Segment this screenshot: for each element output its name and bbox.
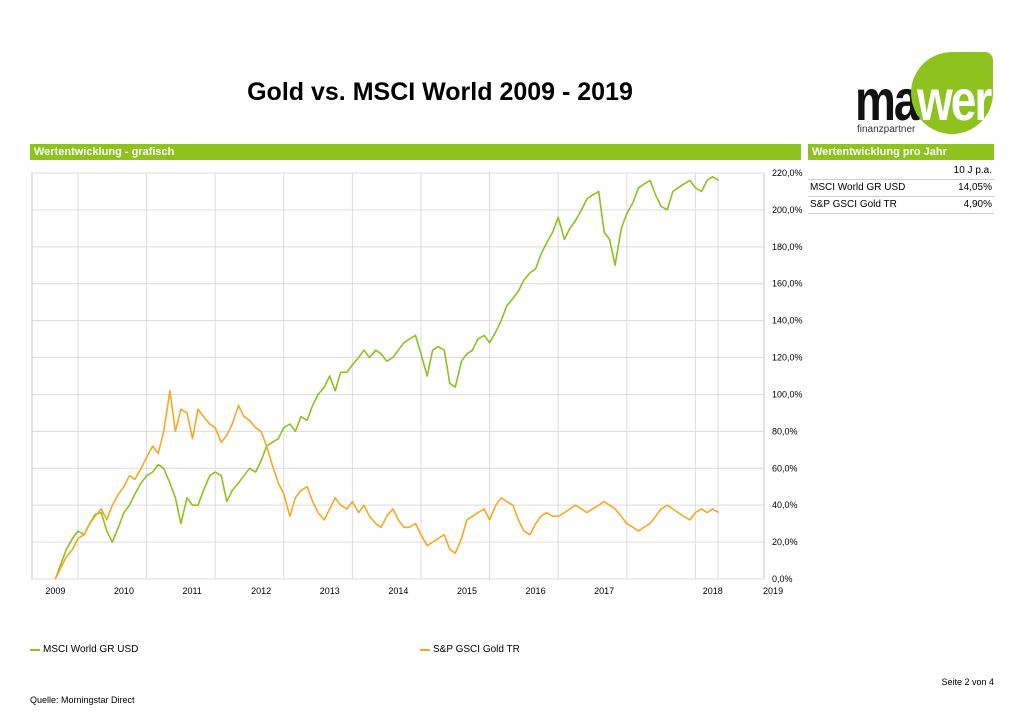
performance-row-name: S&P GSCI Gold TR	[810, 199, 897, 210]
legend-label: MSCI World GR USD	[43, 644, 139, 655]
page-title: Gold vs. MSCI World 2009 - 2019	[247, 78, 633, 106]
performance-row-name: MSCI World GR USD	[810, 182, 906, 193]
series-line-gold	[54, 389, 720, 580]
y-tick-label: 80,0%	[772, 426, 798, 436]
y-tick-label: 60,0%	[772, 463, 798, 473]
section-bar-performance: Wertentwicklung pro Jahr	[808, 144, 994, 160]
y-tick-label: 160,0%	[772, 279, 803, 289]
performance-row-value: 4,90%	[963, 199, 992, 210]
performance-row-value: 14,05%	[958, 182, 992, 193]
performance-header-label: 10 J p.a.	[953, 165, 992, 176]
x-tick-label: 2010	[114, 586, 134, 596]
legend-label: S&P GSCI Gold TR	[433, 644, 520, 655]
x-tick-label: 2018	[703, 586, 723, 596]
source-note: Quelle: Morningstar Direct	[30, 695, 135, 705]
logo-text-werk: werk	[917, 67, 1016, 133]
page-number: Seite 2 von 4	[941, 677, 994, 687]
x-tick-label: 2013	[320, 586, 340, 596]
performance-table-header: 10 J p.a.	[808, 163, 994, 180]
y-tick-label: 180,0%	[772, 242, 803, 252]
x-tick-label: 2015	[457, 586, 477, 596]
y-tick-label: 20,0%	[772, 537, 798, 547]
legend-item-gold: S&P GSCI Gold TR	[420, 644, 520, 655]
x-tick-label: 2011	[183, 586, 202, 596]
performance-row: MSCI World GR USD 14,05%	[808, 180, 994, 197]
x-tick-label: 2009	[45, 586, 65, 596]
series-line-msci	[54, 175, 720, 580]
x-tick-label: 2014	[388, 586, 408, 596]
y-tick-label: 120,0%	[772, 353, 803, 363]
y-tick-label: 0,0%	[772, 574, 793, 584]
brand-logo: mai werk finanzpartner	[855, 52, 1016, 138]
legend-item-msci: MSCI World GR USD	[30, 644, 138, 655]
x-tick-label: 2012	[251, 586, 271, 596]
performance-table: 10 J p.a. MSCI World GR USD 14,05% S&P G…	[808, 163, 994, 214]
y-tick-label: 200,0%	[772, 205, 803, 215]
y-tick-label: 40,0%	[772, 500, 798, 510]
logo-subtitle: finanzpartner	[857, 124, 916, 135]
y-tick-label: 100,0%	[772, 389, 803, 399]
section-bar-chart: Wertentwicklung - grafisch	[30, 144, 801, 160]
logo-leaf-shape	[911, 52, 993, 134]
legend-swatch	[30, 648, 40, 651]
y-tick-label: 140,0%	[772, 316, 803, 326]
performance-row: S&P GSCI Gold TR 4,90%	[808, 197, 994, 214]
x-tick-label: 2019	[763, 586, 783, 596]
x-tick-label: 2017	[594, 586, 614, 596]
legend-swatch	[420, 648, 430, 651]
x-tick-label: 2016	[526, 586, 546, 596]
y-tick-label: 220,0%	[772, 168, 803, 178]
